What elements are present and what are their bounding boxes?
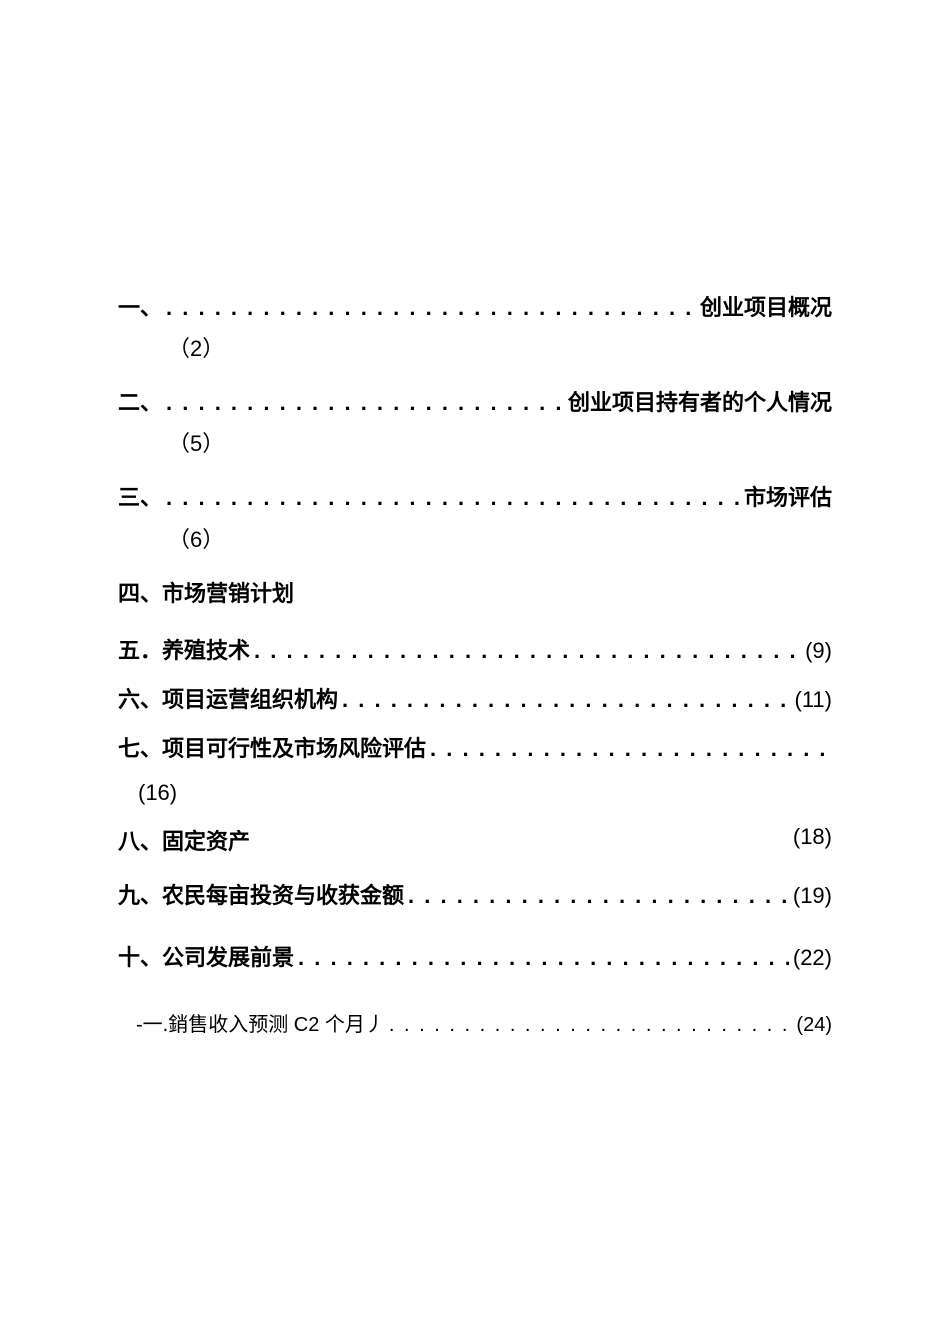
toc-entry-5: 五． 养殖技术 . . . . . . . . . . . . . . . . … xyxy=(118,633,832,668)
toc-entry-3: 三、 . . . . . . . . . . . . . . . . . . .… xyxy=(118,480,832,515)
toc-label: 一、 xyxy=(118,290,162,325)
toc-title: 市场评估 xyxy=(744,480,832,515)
toc-label: -一. xyxy=(136,1009,168,1041)
toc-label: 七、 xyxy=(118,731,162,766)
toc-label: 六、 xyxy=(118,682,162,717)
toc-label: 九、 xyxy=(118,878,162,913)
toc-label: 二、 xyxy=(118,385,162,420)
toc-title: 创业项目持有者的个人情况 xyxy=(568,385,832,420)
toc-entry-4: 四、 市场营销计划 xyxy=(118,576,832,611)
toc-label: 三、 xyxy=(118,480,162,515)
toc-page: (18) xyxy=(793,824,832,856)
toc-dots: . . . . . . . . . . . . . . . . . . . . … xyxy=(408,878,789,913)
toc-title: 农民每亩投资与收获金额 xyxy=(162,878,404,913)
toc-entry-1: 一、 . . . . . . . . . . . . . . . . . . .… xyxy=(118,290,832,325)
table-of-contents: 一、 . . . . . . . . . . . . . . . . . . .… xyxy=(118,290,832,1041)
toc-page: (11) xyxy=(795,682,833,717)
toc-page: (24) xyxy=(796,1009,832,1041)
toc-entry-10: 十、 公司发展前景 . . . . . . . . . . . . . . . … xyxy=(118,940,832,975)
toc-entry-9: 九、 农民每亩投资与收获金额 . . . . . . . . . . . . .… xyxy=(118,878,832,913)
toc-page: (19) xyxy=(793,878,832,913)
toc-entry-6: 六、 项目运营组织机构 . . . . . . . . . . . . . . … xyxy=(118,682,832,717)
toc-label: 五． xyxy=(118,633,162,668)
toc-title: 创业项目概况 xyxy=(700,290,832,325)
toc-page: （2） xyxy=(118,331,832,363)
toc-page: (16) xyxy=(118,780,832,806)
toc-title: 项目运营组织机构 xyxy=(162,682,338,717)
toc-dots: . . . . . . . . . . . . . . . . . . . . … xyxy=(389,1009,793,1041)
toc-label: 十、 xyxy=(118,940,162,975)
toc-title: 养殖技术 xyxy=(162,633,250,668)
toc-entry-7: 七、 项目可行性及市场风险评估 . . . . . . . . . . . . … xyxy=(118,731,832,766)
toc-dots: . . . . . . . . . . . . . . . . . . . . … xyxy=(298,940,789,975)
toc-page: (9) xyxy=(805,633,832,668)
toc-dots: . . . . . . . . . . . . . . . . . . . . … xyxy=(166,385,564,420)
toc-dots: . . . . . . . . . . . . . . . . . . . . … xyxy=(342,682,790,717)
toc-label-title: 八、固定资产 xyxy=(118,824,250,856)
toc-title: 市场营销计划 xyxy=(162,576,294,611)
toc-page: (22) xyxy=(793,940,832,975)
toc-dots: . . . . . . . . . . . . . . . . . . . . … xyxy=(166,480,740,515)
toc-dots: . . . . . . . . . . . . . . . . . . . . … xyxy=(430,731,828,766)
toc-entry-11: -一. 銷售收入预测 C2 个月丿 . . . . . . . . . . . … xyxy=(118,1009,832,1041)
toc-entry-2: 二、 . . . . . . . . . . . . . . . . . . .… xyxy=(118,385,832,420)
toc-label: 四、 xyxy=(118,576,162,611)
toc-title: 项目可行性及市场风险评估 xyxy=(162,731,426,766)
toc-page: （5） xyxy=(118,426,832,458)
toc-entry-8: 八、固定资产 (18) xyxy=(118,824,832,856)
toc-title: 銷售收入预测 C2 个月丿 xyxy=(168,1009,385,1041)
toc-dots: . . . . . . . . . . . . . . . . . . . . … xyxy=(166,290,696,325)
toc-page: （6） xyxy=(118,522,832,554)
toc-dots: . . . . . . . . . . . . . . . . . . . . … xyxy=(254,633,801,668)
toc-title: 公司发展前景 xyxy=(162,940,294,975)
